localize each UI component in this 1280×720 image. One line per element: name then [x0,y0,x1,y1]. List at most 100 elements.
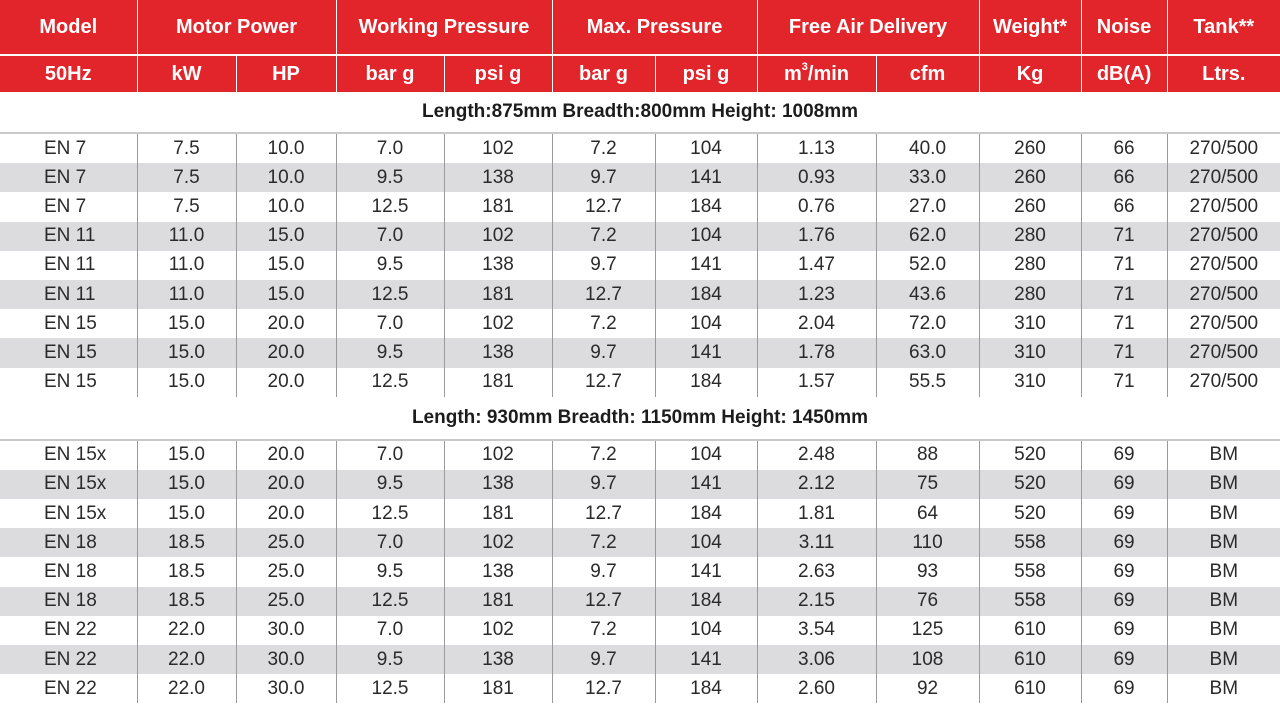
table-row: EN 18 18.5 25.0 12.5 181 12.7 184 2.15 76 558 69 BM [0,586,1280,616]
cell-cfm: 108 [876,645,980,675]
cell-model: EN 11 [0,279,138,310]
cell-cfm: 55.5 [876,367,980,397]
cell-max-bar: 9.7 [552,338,656,368]
unit-working-psi: psi g [444,55,553,92]
cell-hp: 10.0 [236,163,337,193]
cell-tank-ltrs: 270/500 [1167,163,1280,193]
cell-working-bar: 12.5 [336,586,445,616]
cell-weight-kg: 310 [979,309,1082,339]
cell-working-bar: 7.0 [336,221,445,251]
cell-m3-min: 1.81 [757,499,877,529]
cell-m3-min: 3.11 [757,528,877,558]
table-row: EN 11 11.0 15.0 9.5 138 9.7 141 1.47 52.0 280 71 27… [0,250,1280,280]
table-row: EN 15x 15.0 20.0 12.5 181 12.7 184 1.81 64 520 69 B… [0,499,1280,529]
cell-tank-ltrs: BM [1167,557,1280,587]
cell-kw: 15.0 [137,469,237,500]
cell-cfm: 88 [876,438,980,470]
cell-weight-kg: 280 [979,250,1082,280]
cell-weight-kg: 280 [979,221,1082,251]
cell-weight-kg: 260 [979,163,1082,193]
cell-cfm: 92 [876,674,980,704]
cell-cfm: 63.0 [876,338,980,368]
cell-max-bar: 7.2 [552,615,656,645]
cell-working-psi: 138 [444,469,553,500]
cell-max-psi: 184 [655,586,758,616]
table-row: EN 15 15.0 20.0 9.5 138 9.7 141 1.78 63.0 310 71 27… [0,338,1280,368]
cell-noise-dba: 71 [1081,309,1168,339]
cell-max-bar: 12.7 [552,674,656,704]
cell-max-bar: 7.2 [552,309,656,339]
cell-tank-ltrs: BM [1167,469,1280,500]
cell-kw: 18.5 [137,557,237,587]
cell-max-bar: 7.2 [552,438,656,470]
unit-50hz: 50Hz [0,55,138,92]
cell-working-bar: 12.5 [336,367,445,397]
cell-noise-dba: 71 [1081,367,1168,397]
cell-m3-min: 2.60 [757,674,877,704]
cell-noise-dba: 69 [1081,469,1168,500]
cell-m3-min: 2.15 [757,586,877,616]
cell-m3-min: 0.76 [757,192,877,222]
header-motor-power: Motor Power [137,0,337,56]
cell-cfm: 43.6 [876,279,980,310]
table-row: EN 7 7.5 10.0 12.5 181 12.7 184 0.76 27.0 260 66 27… [0,192,1280,222]
cell-max-psi: 184 [655,279,758,310]
cell-noise-dba: 71 [1081,221,1168,251]
cell-working-psi: 181 [444,586,553,616]
header-noise: Noise [1081,0,1168,56]
cell-working-psi: 181 [444,674,553,704]
compressor-spec-table: Model Motor Power Working Pressure Max. … [0,0,1280,704]
cell-kw: 15.0 [137,338,237,368]
cell-model: EN 15x [0,438,138,470]
cell-hp: 25.0 [236,528,337,558]
cell-working-psi: 102 [444,221,553,251]
cell-max-psi: 184 [655,192,758,222]
cell-m3-min: 3.54 [757,615,877,645]
cell-m3-min: 1.78 [757,338,877,368]
cell-working-bar: 12.5 [336,499,445,529]
cell-weight-kg: 260 [979,131,1082,164]
cell-working-psi: 102 [444,131,553,164]
header-weight: Weight* [979,0,1082,56]
cell-hp: 10.0 [236,192,337,222]
cell-model: EN 18 [0,557,138,587]
table-body: Length:875mm Breadth:800mm Height: 1008m… [0,92,1280,704]
cell-working-bar: 7.0 [336,309,445,339]
cell-kw: 11.0 [137,279,237,310]
unit-kw: kW [137,55,237,92]
table-row: EN 7 7.5 10.0 7.0 102 7.2 104 1.13 40.0 260 66 270/… [0,131,1280,164]
section-dimensions-row: Length: 930mm Breadth: 1150mm Height: 14… [0,396,1280,440]
cell-working-bar: 7.0 [336,131,445,164]
cell-weight-kg: 280 [979,279,1082,310]
unit-working-bar: bar g [336,55,445,92]
cell-max-bar: 12.7 [552,279,656,310]
cell-max-bar: 12.7 [552,367,656,397]
unit-max-psi: psi g [655,55,758,92]
cell-max-psi: 141 [655,557,758,587]
cell-model: EN 11 [0,221,138,251]
cell-max-psi: 141 [655,645,758,675]
cell-hp: 20.0 [236,499,337,529]
cell-model: EN 18 [0,528,138,558]
unit-ltrs: Ltrs. [1167,55,1280,92]
header-max-pressure: Max. Pressure [552,0,758,56]
cell-kw: 15.0 [137,499,237,529]
cell-max-bar: 7.2 [552,221,656,251]
cell-model: EN 15x [0,499,138,529]
cell-tank-ltrs: BM [1167,528,1280,558]
cell-hp: 30.0 [236,615,337,645]
cell-tank-ltrs: BM [1167,645,1280,675]
cell-m3-min: 2.04 [757,309,877,339]
cell-cfm: 62.0 [876,221,980,251]
cell-hp: 20.0 [236,367,337,397]
cell-max-psi: 104 [655,615,758,645]
cell-m3-min: 1.23 [757,279,877,310]
cell-noise-dba: 69 [1081,674,1168,704]
cell-m3-min: 1.76 [757,221,877,251]
section-dimensions: Length: 930mm Breadth: 1150mm Height: 14… [0,396,1280,440]
cell-weight-kg: 520 [979,469,1082,500]
table-row: EN 18 18.5 25.0 7.0 102 7.2 104 3.11 110 558 69 BM [0,528,1280,558]
section-dimensions: Length:875mm Breadth:800mm Height: 1008m… [0,92,1280,133]
header-working-pressure: Working Pressure [336,0,553,56]
unit-dba: dB(A) [1081,55,1168,92]
